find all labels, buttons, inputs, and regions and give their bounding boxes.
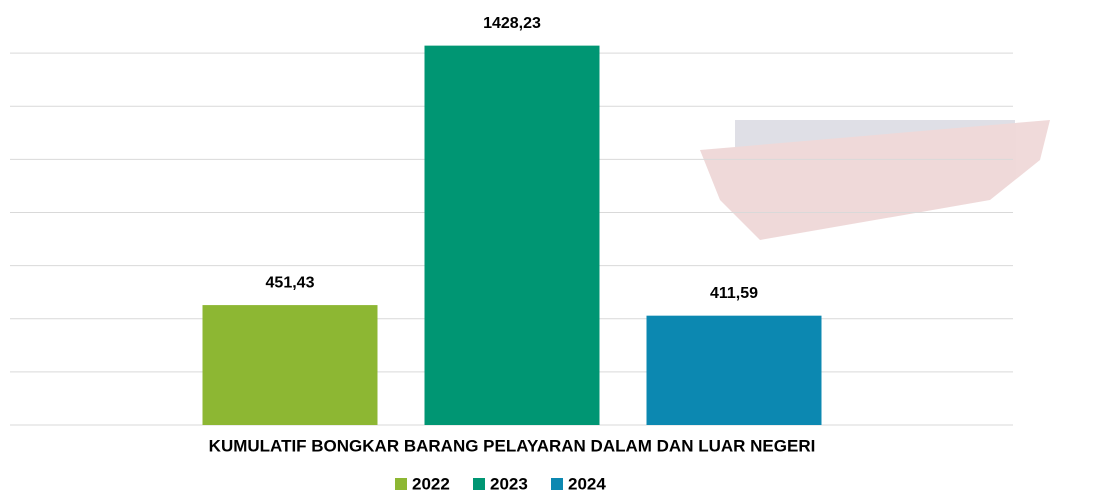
- value-label: 1428,23: [483, 15, 541, 32]
- ship-illustration: [700, 120, 1050, 240]
- page: KUMULATIF BONGKAR BARANG PELAYARAN DALAM…: [0, 0, 1094, 496]
- legend-swatch: [551, 478, 563, 490]
- legend-label: 2022: [412, 474, 450, 491]
- legend-swatch: [395, 478, 407, 490]
- legend-label: 2023: [490, 474, 528, 491]
- legend-swatch: [473, 478, 485, 490]
- x-axis-label: KUMULATIF BONGKAR BARANG PELAYARAN DALAM…: [209, 436, 816, 455]
- bar: [647, 316, 822, 425]
- value-label: 451,43: [266, 274, 315, 291]
- legend-label: 2024: [568, 474, 606, 491]
- chart: KUMULATIF BONGKAR BARANG PELAYARAN DALAM…: [0, 0, 1094, 491]
- value-label: 411,59: [710, 285, 758, 302]
- bar: [425, 46, 600, 425]
- bar: [203, 305, 378, 425]
